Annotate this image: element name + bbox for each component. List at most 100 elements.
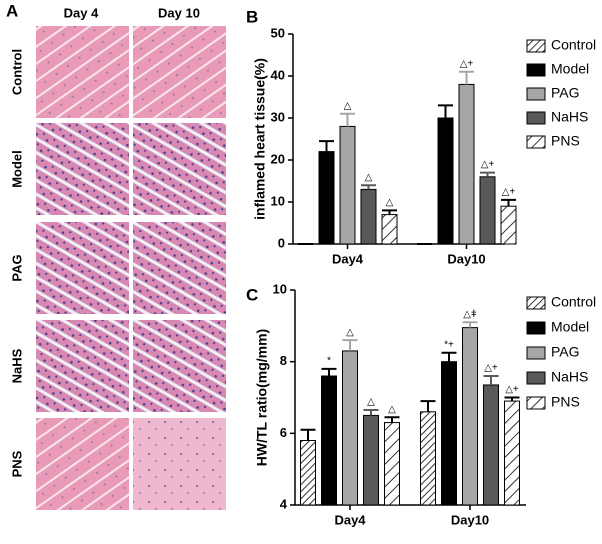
error-bar [342, 339, 358, 351]
x-tick-label: Day10 [447, 251, 485, 266]
significance-mark: * [327, 355, 331, 366]
significance-mark: △ [365, 172, 373, 183]
legend-swatch [526, 396, 546, 410]
error-bar [483, 375, 499, 385]
panel-label: A [6, 1, 18, 20]
bar [420, 411, 436, 506]
error-bar [459, 70, 474, 85]
y-tick-label: 4 [280, 496, 288, 511]
significance-mark: △ǂ [463, 309, 477, 320]
histology-image [36, 26, 129, 118]
histology-image [36, 320, 129, 412]
legend-label: NaHS [551, 109, 588, 125]
error-bar [441, 351, 457, 362]
y-tick-label: 8 [280, 353, 287, 368]
bar [441, 361, 457, 506]
y-tick-label: 30 [271, 109, 285, 124]
significance-mark: △ [388, 404, 396, 415]
significance-mark: *+ [444, 339, 454, 350]
bar [458, 83, 475, 245]
significance-mark: △+ [481, 159, 495, 170]
significance-mark: △ [386, 197, 394, 208]
significance-mark: △ [367, 397, 375, 408]
legend-swatch [526, 135, 546, 149]
error-bar [438, 104, 453, 118]
bar [479, 176, 496, 245]
bar [300, 440, 316, 506]
legend-swatch [526, 63, 546, 77]
legend-swatch [526, 346, 546, 360]
error-bar [321, 367, 337, 376]
error-bar [340, 112, 355, 127]
bar [462, 327, 478, 506]
significance-mark: △+ [484, 363, 498, 374]
y-axis-title: HW/TL ratio(mg/mm) [254, 329, 270, 466]
y-tick-label: 50 [271, 25, 285, 40]
bar [318, 151, 335, 245]
histology-image [133, 418, 226, 510]
error-bar [504, 396, 520, 402]
x-tick-label: Day4 [332, 251, 364, 266]
histology-image [133, 320, 226, 412]
bar [321, 375, 337, 506]
y-tick-label: 0 [278, 235, 285, 250]
bar [483, 384, 499, 506]
bar [437, 117, 454, 245]
legend-label: Control [551, 294, 596, 310]
y-tick-label: 6 [280, 425, 287, 440]
legend-swatch [526, 111, 546, 125]
legend-swatch [526, 296, 546, 310]
error-bar [382, 209, 397, 215]
row-label: PNS [9, 450, 24, 477]
y-tick-label: 10 [271, 193, 285, 208]
row-label: PAG [9, 254, 24, 281]
bar [500, 205, 517, 245]
significance-mark: △ [346, 327, 354, 338]
legend-label: Model [551, 61, 589, 77]
legend-label: Model [551, 319, 589, 335]
error-bar [384, 416, 400, 423]
legend-label: PAG [551, 344, 580, 360]
panel-label: B [246, 7, 258, 26]
legend-label: PNS [551, 394, 580, 410]
error-bar [480, 171, 495, 177]
histology-image [36, 222, 129, 314]
legend-label: Control [551, 37, 596, 53]
bar [504, 400, 520, 506]
legend-swatch [526, 371, 546, 385]
y-axis-title: inflamed heart tissue(%) [252, 58, 268, 220]
histology-image [133, 123, 226, 215]
row-label: Model [9, 150, 24, 188]
bar [339, 125, 356, 245]
significance-mark: △ [344, 100, 352, 111]
bar [342, 350, 358, 506]
histology-image [36, 418, 129, 510]
x-tick-label: Day4 [334, 512, 366, 527]
panel-label: C [246, 285, 258, 304]
error-bar [363, 409, 379, 416]
column-header: Day 10 [158, 5, 200, 20]
x-tick-label: Day10 [451, 512, 489, 527]
significance-mark: △+ [502, 187, 516, 198]
error-bar [420, 400, 436, 412]
y-tick-label: 10 [273, 281, 287, 296]
significance-mark: △+ [460, 58, 474, 69]
error-bar [300, 428, 316, 441]
legend-label: NaHS [551, 369, 588, 385]
column-header: Day 4 [64, 5, 99, 20]
error-bar [361, 184, 376, 190]
histology-image [133, 26, 226, 118]
histology-grid: Control Model PAG NaHS PNS [9, 26, 226, 510]
row-label: Control [9, 49, 24, 95]
histology-image [133, 222, 226, 314]
error-bar [462, 321, 478, 328]
legend-swatch [526, 39, 546, 53]
legend-swatch [526, 321, 546, 335]
bar [384, 422, 400, 506]
bar [381, 214, 398, 245]
histology-image [36, 123, 129, 215]
error-bar [501, 198, 516, 207]
bar [360, 188, 377, 245]
